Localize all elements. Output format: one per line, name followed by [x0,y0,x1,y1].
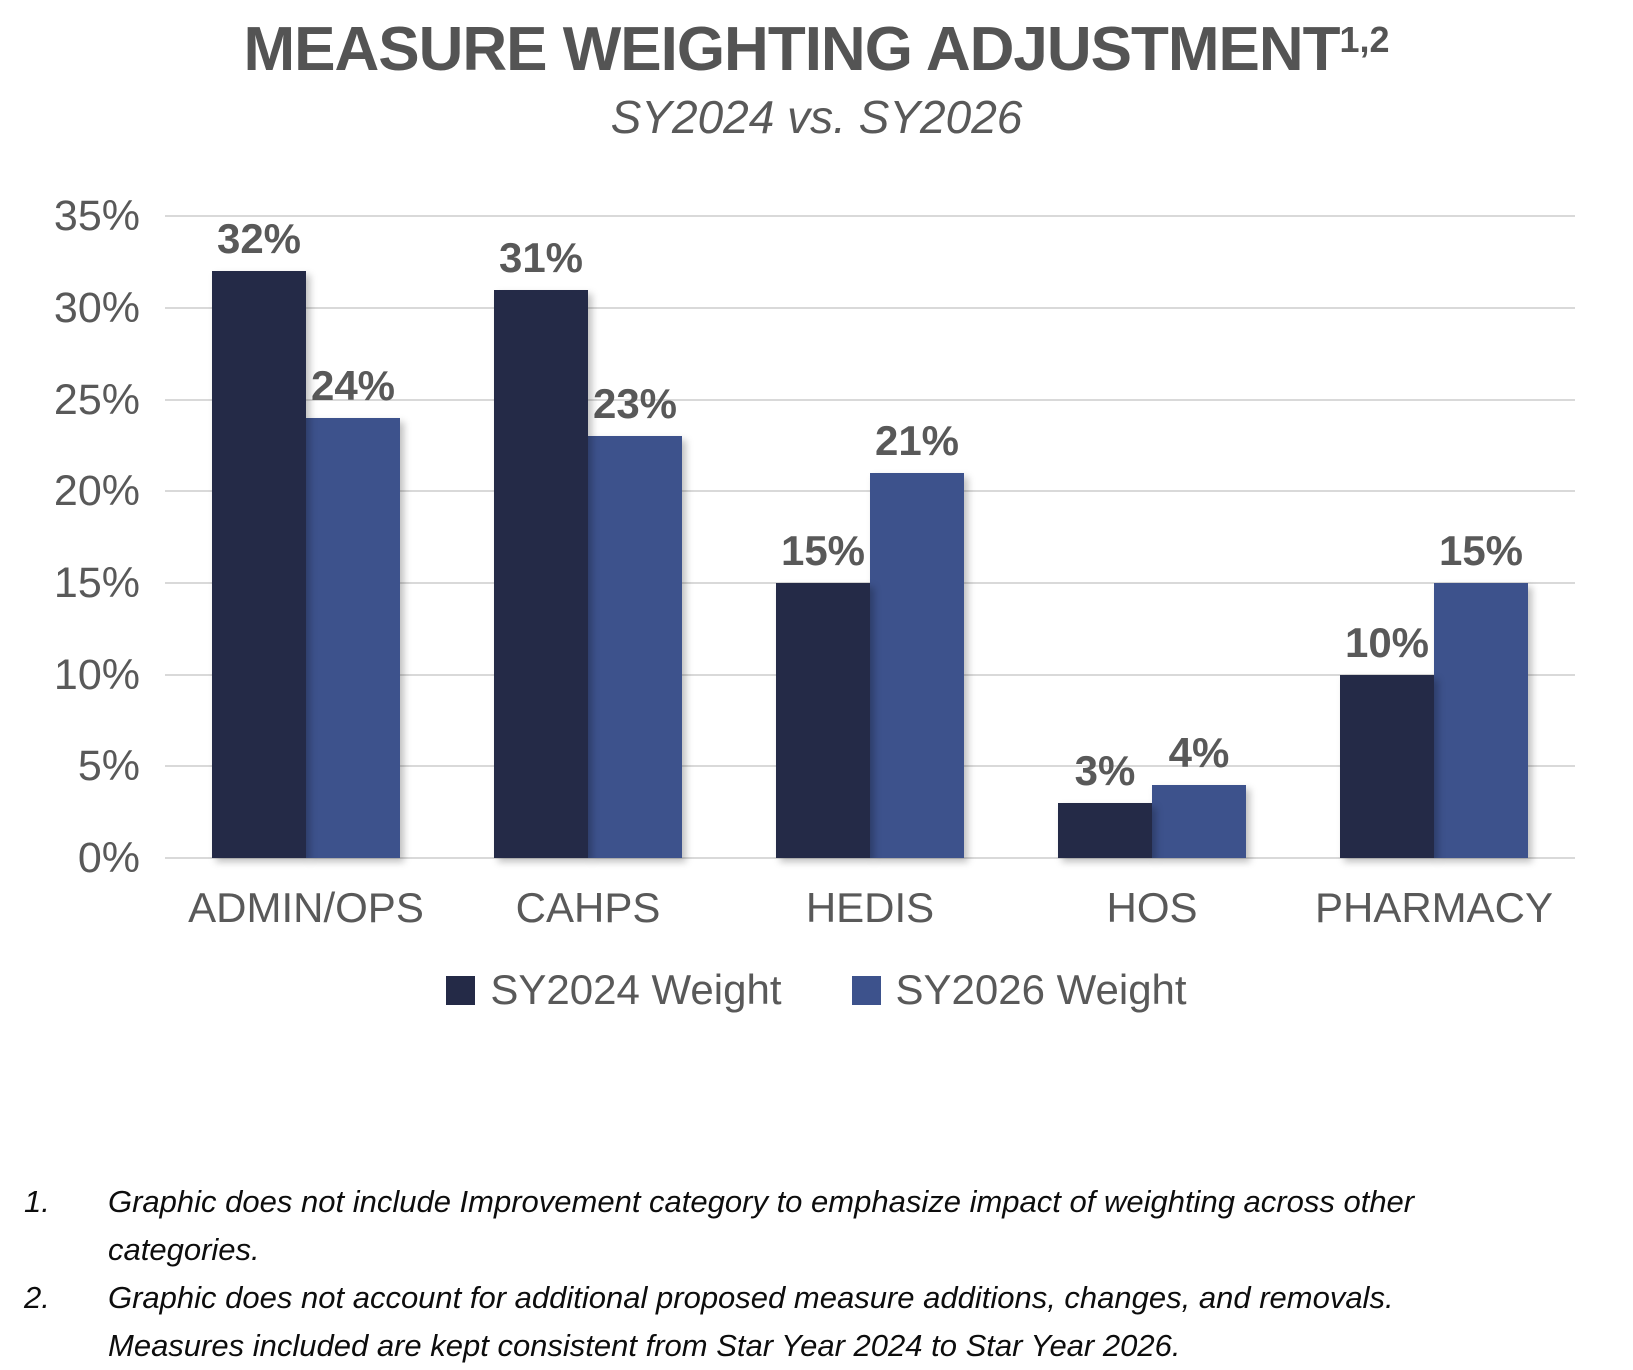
y-axis-tick-label: 5% [77,742,140,791]
chart-subtitle: SY2024 vs. SY2026 [610,91,1023,144]
y-axis-tick-label: 15% [53,559,140,608]
gridline [165,306,1575,309]
category-label: HOS [1106,884,1198,932]
bar: 15% [776,527,870,859]
legend-label: SY2024 Weight [490,966,782,1014]
category-label: PHARMACY [1314,884,1554,932]
bar-value-label: 23% [592,380,678,428]
legend-swatch-icon [446,975,476,1005]
legend-item: SY2024 Weight [446,966,782,1014]
gridline [165,857,1575,860]
footnote-item: 2. Graphic does not account for additiona… [0,1274,1633,1370]
bar-chart: 0% 5% 10% 15% 20% 25% 30% 35% 32% 24% 31% 23% 15% 21%… [54,192,1575,882]
bar-value-label: 31% [498,233,584,281]
chart-page: MEASURE WEIGHTING ADJUSTMENT1,2 SY2024 v… [0,15,1633,1370]
plot-area: 0% 5% 10% 15% 20% 25% 30% 35% 32% 24% 31% 23% 15% 21%… [54,192,1575,882]
bar-value-label: 3% [1074,747,1136,795]
bar-group-hos: 3% 4% [1011,216,1293,859]
y-axis-tick-label: 25% [53,375,140,424]
footnote-number: 1. [24,1184,50,1219]
category-axis: ADMIN/OPS CAHPS HEDIS HOS PHARMACY [165,884,1575,932]
bar: 3% [1058,747,1152,859]
footnote-text: Graphic does not include Improvement cat… [108,1184,1415,1267]
bar: 23% [588,380,682,859]
bar: 15% [1434,527,1528,859]
category-label: ADMIN/OPS [188,884,424,932]
bar-value-label: 24% [310,361,396,409]
gridline [165,215,1575,218]
legend: SY2024 Weight SY2026 Weight [0,966,1633,1014]
bar-group-hedis: 15% 21% [729,216,1011,859]
bar-groups: 32% 24% 31% 23% 15% 21% 3% 4% 10% 15% [165,215,1575,859]
legend-label: SY2026 Weight [895,966,1187,1014]
bar: 31% [494,234,588,859]
bar-value-label: 15% [1438,527,1524,575]
bar-value-label: 32% [216,215,302,263]
legend-swatch-icon [851,975,881,1005]
gridline [165,398,1575,401]
y-axis-tick-label: 20% [53,467,140,516]
bar: 21% [870,417,964,859]
bar: 10% [1340,619,1434,859]
y-axis-tick-label: 30% [53,283,140,332]
category-label: HEDIS [805,884,935,932]
bar-value-label: 21% [874,417,960,464]
bar: 32% [212,215,306,859]
bar-value-label: 15% [780,527,866,575]
footnotes: 1. Graphic does not include Improvement c… [0,1178,1633,1370]
footnote-item: 1. Graphic does not include Improvement c… [0,1178,1633,1274]
y-axis-tick-label: 0% [77,834,140,883]
bar-value-label: 4% [1168,728,1230,776]
legend-item: SY2026 Weight [851,966,1187,1014]
footnote-number: 2. [24,1280,50,1315]
bar-group-cahps: 31% 23% [447,216,729,859]
bar: 4% [1152,729,1246,859]
footnote-text: Graphic does not account for additional … [108,1280,1394,1363]
y-axis-tick-label: 35% [53,192,140,241]
chart-title-footnote-marker: 1,2 [1339,19,1390,60]
bar-group-admin-ops: 32% 24% [165,215,447,859]
chart-title: MEASURE WEIGHTING ADJUSTMENT1,2 [0,15,1633,84]
y-axis-tick-label: 10% [53,650,140,699]
category-label: CAHPS [515,884,661,932]
chart-title-text: MEASURE WEIGHTING ADJUSTMENT [243,15,1340,84]
bar: 24% [306,362,400,859]
bar-value-label: 10% [1344,618,1430,666]
bar-group-pharmacy: 10% 15% [1293,216,1575,859]
